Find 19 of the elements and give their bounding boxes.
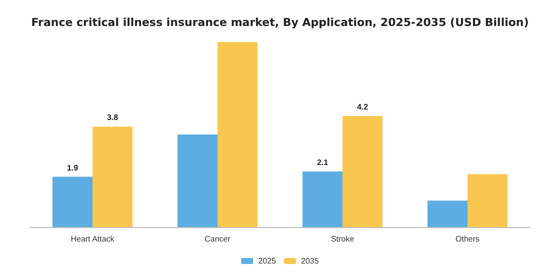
bar (302, 172, 342, 227)
data-label: 4.2 (356, 102, 369, 112)
bar (342, 116, 382, 227)
legend-label: 2035 (301, 256, 320, 266)
x-tick-label: Cancer (204, 234, 231, 244)
bar (178, 134, 218, 227)
bar (92, 126, 132, 227)
legend-label: 2025 (258, 256, 277, 266)
bar (218, 42, 258, 227)
data-label: 1.9 (66, 163, 79, 172)
bar (52, 176, 92, 227)
chart-title: France critical illness insurance market, By Application, 2025-2035 (USD Billion) (31, 16, 529, 29)
data-label: 2.1 (316, 158, 329, 167)
bar (428, 200, 468, 227)
x-tick-label: Heart Attack (70, 234, 116, 244)
x-tick-label: Others (455, 234, 480, 244)
x-tick-label: Stroke (330, 234, 355, 244)
bar (468, 174, 508, 227)
data-label: 3.8 (106, 113, 119, 122)
